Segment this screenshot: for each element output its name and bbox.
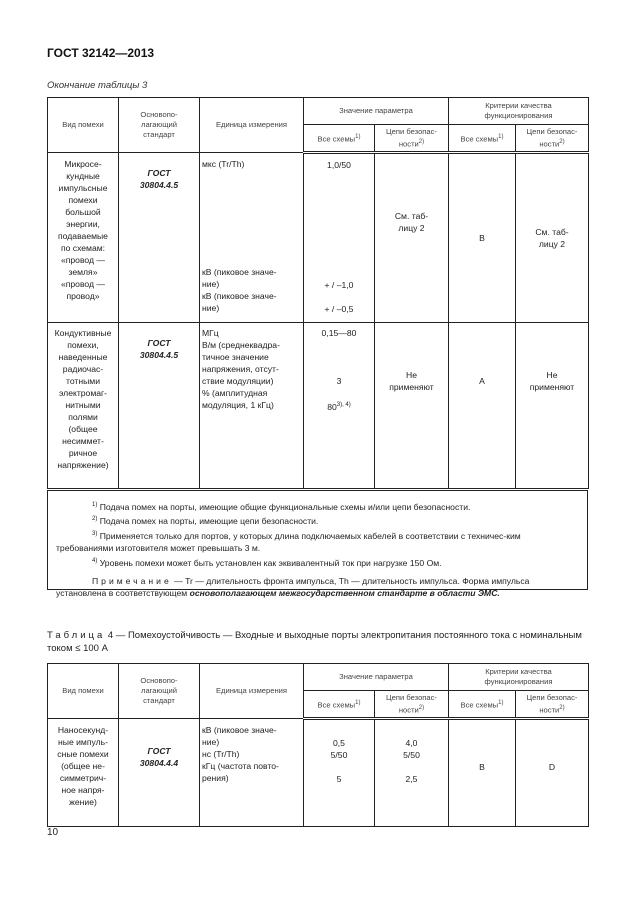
document-id: ГОСТ 32142—2013 [47, 46, 155, 60]
header-value-safety: Цепи безопас- ности2) [374, 124, 449, 154]
cell-standard: ГОСТ 30804.4.5 [118, 322, 200, 489]
table-row: Кондуктивные помехи, наведенные радиочас… [47, 322, 589, 489]
footnote: 1) Подача помех на порты, имеющие общие … [92, 501, 471, 512]
header-criteria: Критерии качества функционирования [448, 97, 589, 125]
header-value-all: Все схемы1) [303, 690, 375, 720]
cell-value-all: 1,0/50 + / –1,0 + / –0,5 [303, 152, 375, 323]
header-standard: Основопо- лагающий стандарт [118, 663, 200, 719]
cell-value-safety: См. таб- лицу 2 [374, 152, 449, 323]
header-unit: Единица измерения [199, 97, 304, 153]
cell-standard: ГОСТ 30804.4.5 [118, 152, 200, 323]
header-crit-all: Все схемы1) [448, 690, 516, 720]
cell-crit-safety: Не применяют [515, 322, 589, 489]
header-value-all: Все схемы1) [303, 124, 375, 154]
table-row: Наносекунд- ные импуль- сные помехи (общ… [47, 718, 589, 827]
footnote: 4) Уровень помехи может быть установлен … [92, 557, 442, 568]
cell-unit: кВ (пиковое значе- ние) нс (Tr/Th) кГц (… [199, 718, 304, 827]
cell-crit-safety: D [515, 718, 589, 827]
header-crit-safety: Цепи безопас- ности2) [515, 124, 589, 154]
table-4: Вид помехи Основопо- лагающий стандарт Е… [47, 663, 589, 827]
cell-crit-all: A [448, 322, 516, 489]
table-continuation-caption: Окончание таблицы 3 [47, 80, 148, 91]
cell-crit-safety: См. таб- лицу 2 [515, 152, 589, 323]
header-type: Вид помехи [47, 663, 119, 719]
cell-crit-all: B [448, 718, 516, 827]
cell-unit: МГц В/м (среднеквадра- тичное значение н… [199, 322, 304, 489]
page-number: 10 [47, 827, 59, 838]
header-crit-safety: Цепи безопас- ности2) [515, 690, 589, 720]
table-row: Микросе- кундные импульсные помехи больш… [47, 152, 589, 323]
cell-type: Наносекунд- ные импуль- сные помехи (общ… [47, 718, 119, 827]
header-value: Значение параметра [303, 663, 449, 691]
cell-unit: мкс (Tr/Th) кВ (пиковое значе- ние) кВ (… [199, 152, 304, 323]
cell-value-safety: Не применяют [374, 322, 449, 489]
header-crit-all: Все схемы1) [448, 124, 516, 154]
table-4-title: Таблица 4 — Помехоустойчивость — Входные… [47, 630, 582, 654]
footnote: 3) Применяется только для портов, у кото… [56, 530, 521, 554]
cell-crit-all: B [448, 152, 516, 323]
table-3: Вид помехи Основопо- лагающий стандарт Е… [47, 97, 589, 489]
cell-value-all: 0,15—80 3 803), 4) [303, 322, 375, 489]
header-type: Вид помехи [47, 97, 119, 153]
header-value-safety: Цепи безопас- ности2) [374, 690, 449, 720]
footnote: 2) Подача помех на порты, имеющие цепи б… [92, 516, 319, 527]
header-criteria: Критерии качества функционирования [448, 663, 589, 691]
table-3-notes: 1) Подача помех на порты, имеющие общие … [47, 490, 588, 598]
cell-type: Микросе- кундные импульсные помехи больш… [47, 152, 119, 323]
cell-standard: ГОСТ 30804.4.4 [118, 718, 200, 827]
header-standard: Основопо- лагающий стандарт [118, 97, 200, 153]
header-unit: Единица измерения [199, 663, 304, 719]
cell-value-all: 0,5 5/50 5 [303, 718, 375, 827]
remark: Примечание — Tr — длительность фронта им… [56, 575, 530, 599]
cell-value-safety: 4,0 5/50 2,5 [374, 718, 449, 827]
cell-type: Кондуктивные помехи, наведенные радиочас… [47, 322, 119, 489]
header-value: Значение параметра [303, 97, 449, 125]
